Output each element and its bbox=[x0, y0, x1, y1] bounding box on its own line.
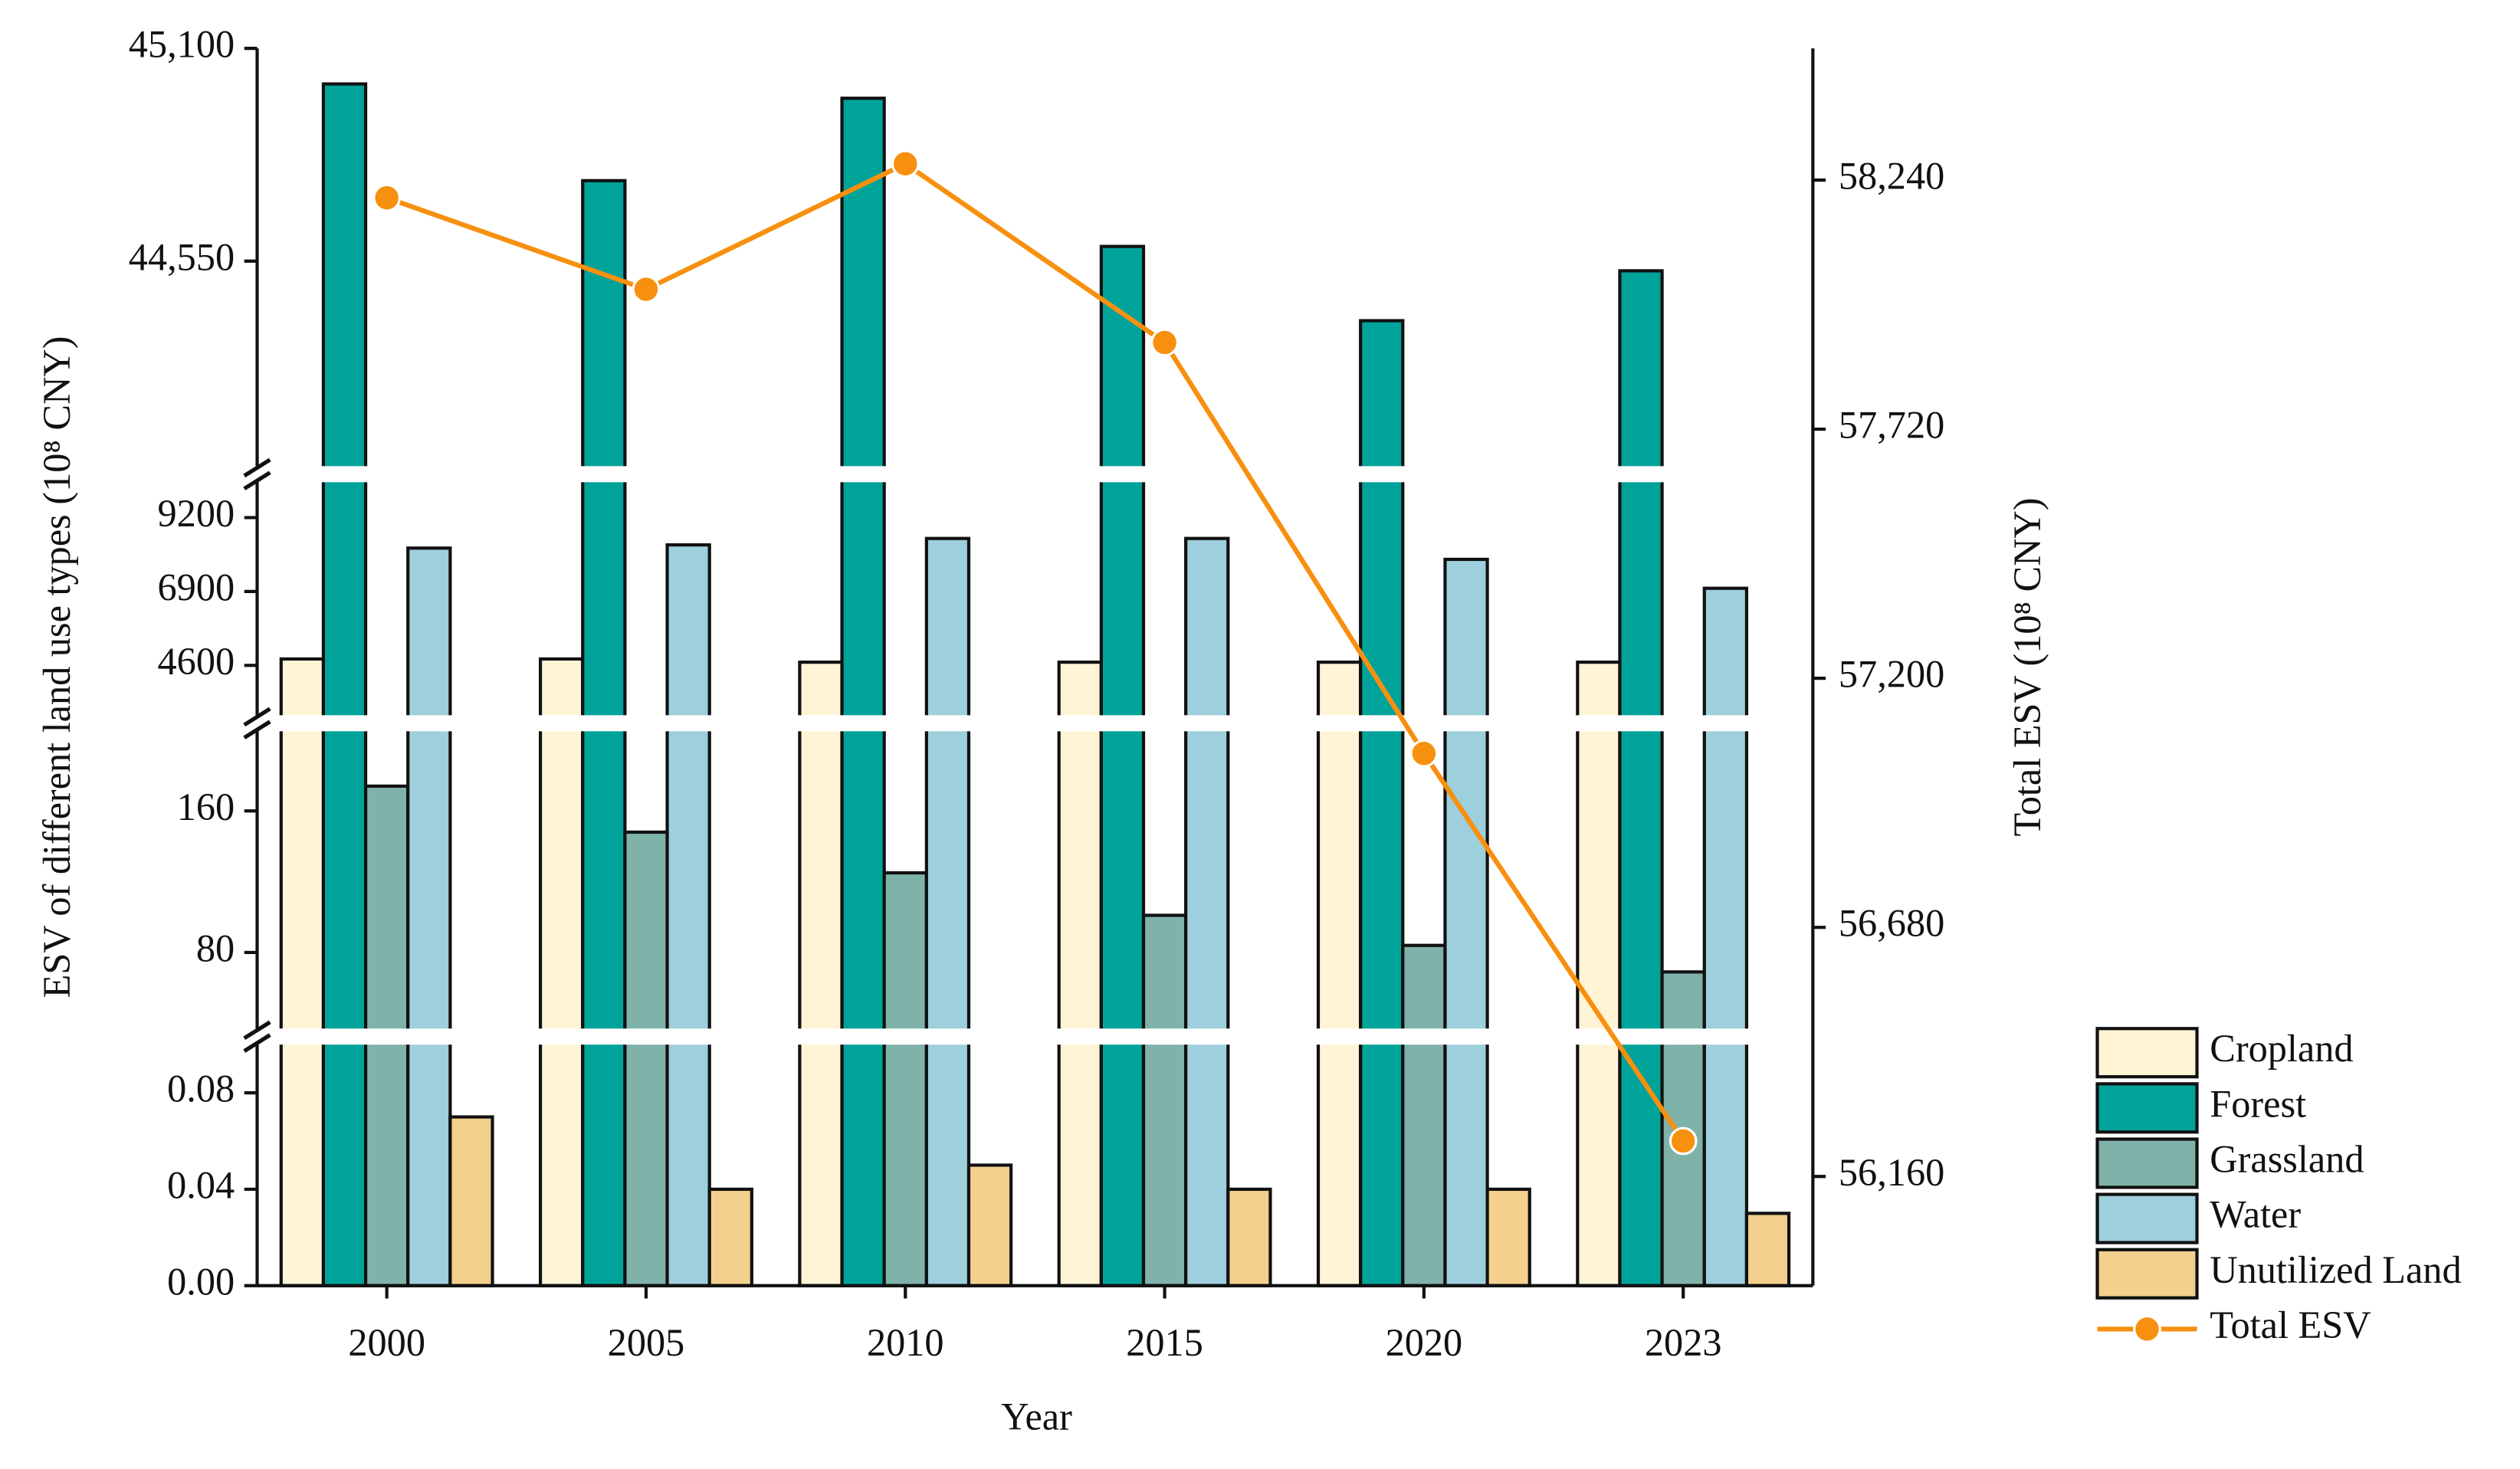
axis-break-mark bbox=[243, 457, 271, 478]
legend-swatch bbox=[2095, 1137, 2199, 1189]
x-tick-label: 2020 bbox=[1386, 1321, 1463, 1364]
x-tick-label: 2010 bbox=[867, 1321, 944, 1364]
y-tick-label: 0.00 bbox=[167, 1260, 235, 1303]
bar bbox=[279, 657, 326, 1287]
y2-tick-label: 56,160 bbox=[1839, 1151, 1944, 1194]
bar bbox=[623, 830, 669, 1287]
y-tick-label: 6900 bbox=[158, 566, 235, 608]
axis-break-mark bbox=[243, 707, 271, 727]
line-marker bbox=[1669, 1126, 1698, 1156]
y-tick-label: 45,100 bbox=[129, 23, 235, 66]
bar bbox=[924, 536, 971, 1287]
legend-marker bbox=[2133, 1315, 2161, 1343]
bar bbox=[321, 82, 368, 1287]
bar bbox=[1057, 661, 1103, 1287]
line bbox=[386, 161, 1685, 1143]
bar bbox=[1485, 1187, 1531, 1287]
axis-break-gap bbox=[260, 466, 1810, 483]
bar bbox=[798, 661, 844, 1287]
axis-break-mark bbox=[243, 720, 271, 739]
bar bbox=[840, 97, 886, 1287]
x-tick-label: 2023 bbox=[1645, 1321, 1722, 1364]
bar bbox=[665, 543, 711, 1287]
legend-label: Water bbox=[2210, 1193, 2301, 1236]
line-marker bbox=[1409, 739, 1439, 768]
bar bbox=[1744, 1212, 1791, 1287]
y-tick-label: 0.08 bbox=[167, 1067, 235, 1110]
bar bbox=[406, 546, 452, 1287]
legend-label: Cropland bbox=[2210, 1027, 2353, 1070]
bar bbox=[448, 1115, 494, 1287]
x-tick-label: 2000 bbox=[348, 1321, 425, 1364]
y2-tick-label: 56,680 bbox=[1839, 902, 1944, 945]
bar bbox=[1099, 244, 1146, 1287]
y-tick-label: 160 bbox=[177, 785, 235, 828]
legend-swatch bbox=[2095, 1192, 2199, 1244]
x-tick-label: 2015 bbox=[1126, 1321, 1203, 1364]
x-axis-title: Year bbox=[1001, 1395, 1072, 1438]
bar bbox=[581, 179, 627, 1287]
legend-label: Forest bbox=[2210, 1082, 2306, 1125]
bar bbox=[1184, 536, 1230, 1287]
bar bbox=[707, 1187, 753, 1287]
y-tick-label: 4600 bbox=[158, 640, 235, 683]
y2-axis-title: Total ESV (10⁸ CNY) bbox=[2006, 497, 2049, 836]
bar bbox=[1226, 1187, 1272, 1287]
y2-tick-label: 57,720 bbox=[1839, 404, 1944, 447]
legend-swatch bbox=[2095, 1082, 2199, 1134]
y-tick-label: 0.04 bbox=[167, 1163, 235, 1206]
line-marker bbox=[632, 275, 661, 303]
y-tick-label: 9200 bbox=[158, 492, 235, 535]
bar bbox=[1576, 661, 1622, 1287]
y2-tick-label: 58,240 bbox=[1839, 155, 1944, 198]
legend-label: Total ESV bbox=[2210, 1303, 2371, 1346]
bar bbox=[1702, 586, 1749, 1287]
axis-break-mark bbox=[243, 471, 271, 490]
line-marker bbox=[372, 183, 402, 212]
bar bbox=[1316, 661, 1363, 1287]
bar bbox=[538, 657, 585, 1287]
line-marker bbox=[1150, 328, 1179, 357]
legend-label: Grassland bbox=[2210, 1138, 2364, 1181]
legend-swatch bbox=[2095, 1248, 2199, 1300]
legend-label: Unutilized Land bbox=[2210, 1248, 2461, 1291]
line-marker bbox=[891, 149, 920, 179]
y-axis-title: ESV of different land use types (10⁸ CNY… bbox=[35, 336, 78, 998]
axis-break-mark bbox=[243, 1033, 271, 1053]
bar bbox=[1618, 269, 1664, 1287]
axis-break-mark bbox=[243, 1020, 271, 1041]
y2-tick-label: 57,200 bbox=[1839, 653, 1944, 696]
y-tick-label: 44,550 bbox=[129, 235, 235, 278]
bar bbox=[1359, 319, 1405, 1287]
axis-break-gap bbox=[260, 715, 1810, 732]
axis-break-gap bbox=[260, 1028, 1810, 1045]
legend-swatch bbox=[2095, 1027, 2199, 1079]
y-tick-label: 80 bbox=[196, 926, 235, 969]
bar bbox=[966, 1163, 1013, 1287]
x-tick-label: 2005 bbox=[608, 1321, 685, 1364]
bar bbox=[1141, 913, 1188, 1287]
bar bbox=[1401, 943, 1447, 1287]
bar bbox=[882, 871, 928, 1287]
bar bbox=[1443, 557, 1489, 1287]
